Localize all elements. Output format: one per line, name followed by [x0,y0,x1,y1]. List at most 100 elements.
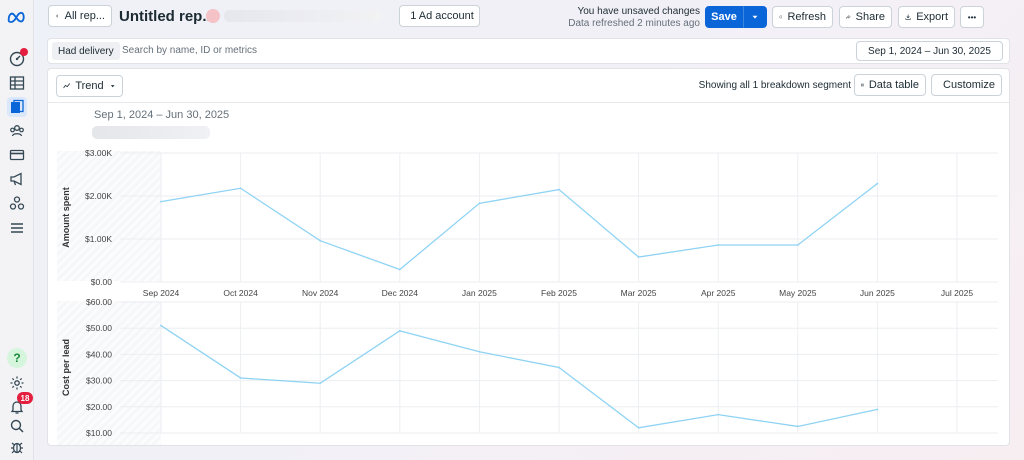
data-point [478,350,481,353]
ad-account-button[interactable]: 1 Ad account [399,5,480,27]
menu-icon[interactable] [7,218,27,238]
bug-report-icon[interactable] [7,437,27,457]
y-axis-label: Cost per lead [61,339,71,396]
y-tick-label: $0.00 [91,277,113,287]
save-button[interactable]: Save [705,6,743,28]
data-point [796,425,799,428]
report-panel: Trend Showing all 1 breakdown segment Da… [47,68,1010,446]
save-status: You have unsaved changes Data refreshed … [568,6,700,30]
more-options-button[interactable]: ••• [960,6,984,28]
x-tick-label: Mar 2025 [621,288,657,298]
share-icon [846,14,851,19]
x-tick-label: Jul 2025 [941,288,973,298]
refresh-icon [779,15,783,19]
help-button[interactable]: ? [7,348,27,368]
export-button[interactable]: Export [898,6,955,28]
data-point [398,329,401,332]
series-line [160,325,878,429]
data-point [558,366,560,369]
search-input[interactable]: Search by name, ID or metrics [122,45,258,56]
audiences-icon[interactable] [7,121,27,141]
chart-date-subtitle: Sep 1, 2024 – Jun 30, 2025 [94,109,230,121]
x-tick-label: Nov 2024 [302,288,339,298]
redacted-segment-label [92,126,210,139]
y-tick-label: $60.00 [86,297,112,307]
help-icon: ? [7,348,27,368]
filter-bar: Had delivery Search by name, ID or metri… [47,38,1010,64]
data-point [478,202,481,205]
left-navigation: ? 18 [0,0,34,460]
more-icon: ••• [967,12,977,22]
data-point [319,239,322,242]
customize-button[interactable]: Customize [931,74,1002,96]
trend-line-icon [63,83,71,89]
data-table-button[interactable]: Data table [854,74,926,96]
x-tick-label: Feb 2025 [541,288,577,298]
report-title[interactable]: Untitled rep... [119,8,215,25]
y-tick-label: $40.00 [86,349,112,359]
y-tick-label: $3.00K [85,148,112,158]
breakdown-status-text: Showing all 1 breakdown segment [698,80,851,91]
save-button-label: Save [711,11,737,23]
share-label: Share [855,11,885,23]
y-tick-label: $1.00K [85,234,112,244]
export-label: Export [916,11,948,23]
campaigns-megaphone-icon[interactable] [7,169,27,189]
reports-icon[interactable] [7,97,27,117]
series-line [160,183,878,271]
billing-card-icon[interactable] [7,145,27,165]
y-axis-label: Amount spent [61,187,71,248]
had-delivery-filter-chip[interactable]: Had delivery [52,42,120,60]
data-point [398,268,401,271]
x-tick-label: Oct 2024 [223,288,258,298]
x-tick-label: Jun 2025 [860,288,895,298]
refresh-button[interactable]: Refresh [772,6,833,28]
save-options-button[interactable] [743,6,767,28]
export-icon [905,14,911,20]
date-range-label: Sep 1, 2024 – Jun 30, 2025 [868,45,991,57]
table-icon [861,83,864,87]
caret-down-icon [752,15,758,19]
date-range-picker[interactable]: Sep 1, 2024 – Jun 30, 2025 [856,41,1003,61]
chevron-left-icon [56,14,59,18]
chart-label-area [57,151,161,281]
data-point [717,244,720,246]
ads-manager-table-icon[interactable] [7,73,27,93]
data-point [876,182,879,185]
x-tick-label: Sep 2024 [143,288,180,298]
share-button[interactable]: Share [839,6,892,28]
refresh-label: Refresh [787,11,826,23]
data-point [160,324,162,327]
caret-down-icon [110,85,115,88]
data-point [160,200,162,203]
data-point [876,408,879,411]
chart-label-area [57,301,161,445]
view-type-label: Trend [75,80,104,92]
y-tick-label: $50.00 [86,323,112,333]
search-icon[interactable] [7,416,27,436]
back-to-reports-button[interactable]: All rep... [48,5,112,27]
x-tick-label: Dec 2024 [382,288,419,298]
notifications-badge: 18 [17,392,33,404]
settings-gear-icon[interactable] [7,373,27,393]
redacted-account-name [224,10,382,22]
view-type-dropdown[interactable]: Trend [56,75,123,97]
data-point [558,188,560,191]
data-point [239,377,242,379]
account-overview-icon[interactable] [7,48,28,69]
alert-dot [20,48,28,56]
data-point [637,426,640,429]
x-tick-label: May 2025 [779,288,817,298]
unsaved-changes-text: You have unsaved changes [577,6,700,17]
trend-charts: $0.00 $1.00K $2.00K $3.00K Amount spent Sep 2… [61,148,998,438]
panel-toolbar: Trend Showing all 1 breakdown segment Da… [48,69,1009,103]
meta-logo-icon[interactable] [7,7,27,27]
back-button-label: All rep... [64,10,105,22]
y-tick-label: $2.00K [85,191,112,201]
x-tick-label: Apr 2025 [701,288,736,298]
business-tools-icon[interactable] [7,193,27,213]
data-point [796,244,799,246]
ad-account-label: 1 Ad account [410,10,474,22]
y-tick-label: $10.00 [86,428,112,438]
notifications-bell-icon[interactable]: 18 [7,392,33,417]
